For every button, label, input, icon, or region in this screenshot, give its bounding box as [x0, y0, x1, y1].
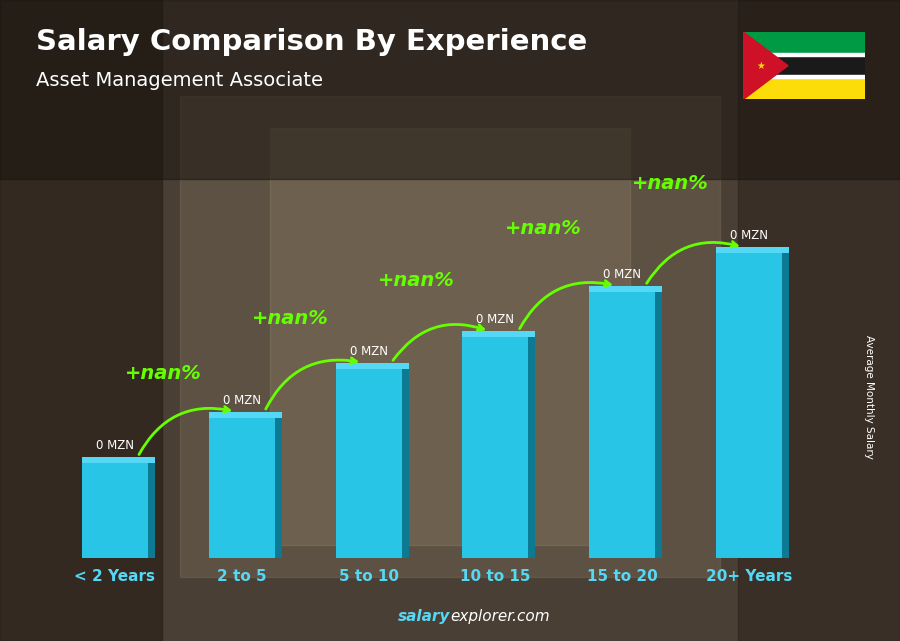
Bar: [590, 292, 655, 558]
Bar: [148, 463, 155, 558]
Text: Salary Comparison By Experience: Salary Comparison By Experience: [36, 28, 587, 56]
Bar: [0, 0, 900, 179]
Bar: [336, 363, 409, 369]
Text: +nan%: +nan%: [378, 271, 455, 290]
Text: 0 MZN: 0 MZN: [349, 345, 388, 358]
Bar: [738, 0, 900, 641]
Bar: [82, 457, 155, 463]
Bar: [463, 331, 536, 337]
Bar: [782, 253, 789, 558]
Text: 0 MZN: 0 MZN: [222, 394, 261, 406]
Bar: [743, 32, 865, 54]
Bar: [270, 128, 630, 545]
Text: 0 MZN: 0 MZN: [730, 229, 769, 242]
Text: ★: ★: [756, 61, 765, 71]
Text: Average Monthly Salary: Average Monthly Salary: [863, 335, 874, 460]
Text: +nan%: +nan%: [505, 219, 582, 238]
Bar: [463, 337, 528, 558]
Text: 0 MZN: 0 MZN: [603, 268, 642, 281]
Bar: [743, 75, 865, 78]
Bar: [655, 292, 662, 558]
Text: salary: salary: [398, 609, 450, 624]
Bar: [716, 247, 789, 253]
Text: +nan%: +nan%: [632, 174, 709, 194]
Text: Asset Management Associate: Asset Management Associate: [36, 71, 323, 90]
Bar: [274, 418, 282, 558]
Bar: [716, 253, 782, 558]
Bar: [209, 418, 274, 558]
Bar: [743, 53, 865, 56]
Text: explorer.com: explorer.com: [450, 609, 550, 624]
Bar: [336, 369, 401, 558]
Bar: [590, 286, 662, 292]
Bar: [743, 54, 865, 77]
Text: 0 MZN: 0 MZN: [95, 439, 134, 452]
Bar: [209, 412, 282, 418]
Bar: [0, 0, 162, 641]
Bar: [743, 77, 865, 99]
Text: +nan%: +nan%: [124, 364, 202, 383]
Bar: [528, 337, 536, 558]
Bar: [180, 96, 720, 577]
Bar: [82, 463, 148, 558]
Text: +nan%: +nan%: [251, 308, 328, 328]
Bar: [401, 369, 409, 558]
Text: 0 MZN: 0 MZN: [476, 313, 515, 326]
Polygon shape: [743, 32, 788, 99]
